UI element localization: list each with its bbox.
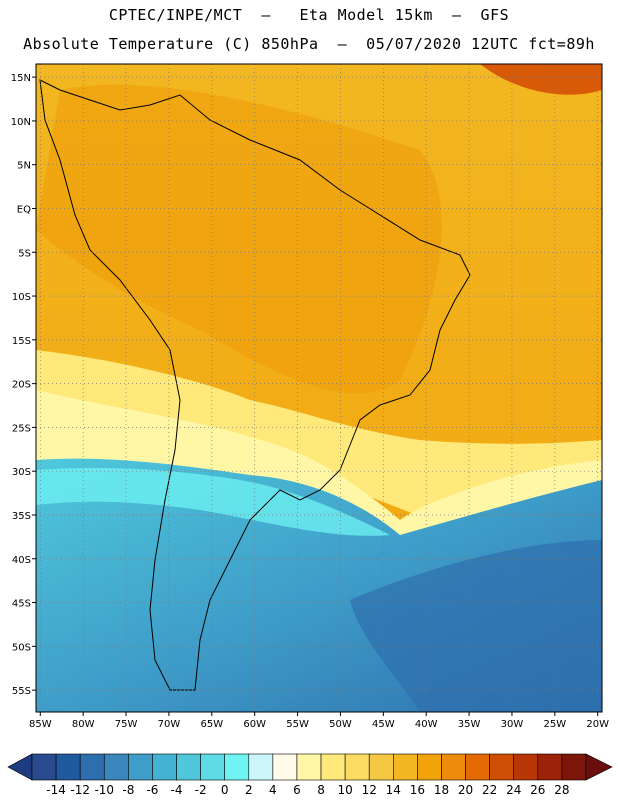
- lat-tick-label: 15S: [12, 336, 31, 347]
- lon-tick-label: 45W: [372, 719, 395, 730]
- colorbar-swatch: [128, 753, 153, 781]
- lon-tick-label: 40W: [415, 719, 438, 730]
- mild-band: [36, 350, 602, 520]
- coldest-southeast: [350, 540, 602, 712]
- lat-tick-label: 5S: [18, 248, 31, 259]
- colorbar-swatch: [248, 753, 274, 781]
- colorbar-swatch: [176, 753, 201, 781]
- colorbar-swatch: [224, 753, 250, 781]
- colorbar-label: 4: [269, 783, 277, 797]
- colorbar-label: 24: [506, 783, 521, 797]
- lat-tick-label: 40S: [12, 555, 31, 566]
- colorbar-swatch: [55, 753, 81, 781]
- colorbar-label: -4: [171, 783, 183, 797]
- colorbar-label: -14: [46, 783, 66, 797]
- colorbar-label: 12: [362, 783, 377, 797]
- colorbar-swatch: [296, 753, 322, 781]
- longitude-axis: 85W 80W 75W 70W 65W 60W 55W 50W 45W 40W 35W 30W 25W 2…: [29, 712, 609, 730]
- lat-tick-label: 35S: [12, 511, 31, 522]
- lon-tick-label: 30W: [501, 719, 524, 730]
- colorbar-swatch: [272, 753, 298, 781]
- colorbar-label: 18: [434, 783, 449, 797]
- colorbar-label: 8: [317, 783, 325, 797]
- lon-tick-label: 85W: [29, 719, 52, 730]
- lat-tick-label: 55S: [12, 686, 31, 697]
- lon-tick-label: 35W: [458, 719, 481, 730]
- lon-tick-label: 60W: [243, 719, 266, 730]
- colorbar-label: 16: [410, 783, 425, 797]
- colorbar-swatch: [561, 753, 587, 781]
- lat-tick-label: 5N: [17, 161, 31, 172]
- colorbar-label: 20: [458, 783, 473, 797]
- graticule: [36, 64, 602, 712]
- colorbar-label: 22: [482, 783, 497, 797]
- colorbar-swatch: [489, 753, 515, 781]
- colorbar-swatch: [31, 753, 57, 781]
- colorbar-swatch: [320, 753, 346, 781]
- lat-tick-label: 25S: [12, 423, 31, 434]
- lon-tick-label: 65W: [200, 719, 223, 730]
- colorbar-label: -10: [94, 783, 114, 797]
- colorbar-label: 10: [337, 783, 352, 797]
- lon-tick-label: 80W: [72, 719, 95, 730]
- lat-tick-label: 45S: [12, 599, 31, 610]
- colorbar-swatch: [441, 753, 466, 781]
- colorbar-swatch: [537, 753, 563, 781]
- lon-tick-label: 70W: [158, 719, 181, 730]
- south-america-outline: [39, 79, 471, 691]
- colorbar-label: -2: [195, 783, 207, 797]
- colorbar-label: 26: [530, 783, 545, 797]
- colorbar-swatch: [103, 753, 129, 781]
- lat-tick-label: 15N: [11, 73, 31, 84]
- colorbar-label: 2: [245, 783, 253, 797]
- colorbar-label: -8: [122, 783, 134, 797]
- lon-tick-label: 55W: [286, 719, 309, 730]
- colorbar-swatch: [200, 753, 225, 781]
- lon-tick-label: 50W: [329, 719, 352, 730]
- lon-tick-label: 25W: [544, 719, 567, 730]
- lat-tick-label: 10N: [11, 117, 31, 128]
- temperature-field: [36, 64, 602, 712]
- colorbar-label: 6: [293, 783, 301, 797]
- lat-tick-label: 50S: [12, 642, 31, 653]
- colorbar-swatch: [393, 753, 418, 781]
- colorbar-swatch: [513, 753, 539, 781]
- lat-tick-label: EQ: [17, 204, 31, 215]
- colorbar-swatch: [152, 753, 177, 781]
- colorbar-under-arrow: [7, 753, 33, 781]
- map-subtitle: Absolute Temperature (C) 850hPa – 05/07/…: [23, 35, 595, 53]
- colorbar: -14 -12 -10 -8 -6 -4 -2 0 2 4 6 8 10 12 14 16 18 20 22 24 26…: [7, 753, 613, 797]
- colorbar-swatch: [79, 753, 105, 781]
- lon-tick-label: 20W: [586, 719, 609, 730]
- latitude-axis: 15N 10N 5N EQ 5S 10S 15S 20S 25S 30S 35S 40S 45S 50S 5…: [11, 73, 36, 697]
- map-frame: [35, 63, 603, 713]
- lat-tick-label: 30S: [12, 467, 31, 478]
- cool-band: [36, 468, 390, 536]
- temperature-map: 15N 10N 5N EQ 5S 10S 15S 20S 25S 30S 35S 40S 45S 50S 5…: [11, 63, 609, 730]
- colorbar-swatch: [368, 753, 394, 781]
- lat-tick-label: 10S: [12, 292, 31, 303]
- colorbar-label: 28: [554, 783, 569, 797]
- colorbar-label: 0: [221, 783, 229, 797]
- map-title: CPTEC/INPE/MCT – Eta Model 15km – GFS: [108, 6, 510, 24]
- colorbar-over-arrow: [585, 753, 613, 781]
- lon-tick-label: 75W: [115, 719, 138, 730]
- hot-northeast: [480, 64, 602, 95]
- colorbar-swatch: [417, 753, 442, 781]
- colorbar-label: -12: [70, 783, 90, 797]
- colorbar-label: 14: [386, 783, 401, 797]
- colorbar-label: -6: [146, 783, 158, 797]
- colorbar-swatch: [344, 753, 370, 781]
- lat-tick-label: 20S: [12, 380, 31, 391]
- colorbar-swatch: [465, 753, 490, 781]
